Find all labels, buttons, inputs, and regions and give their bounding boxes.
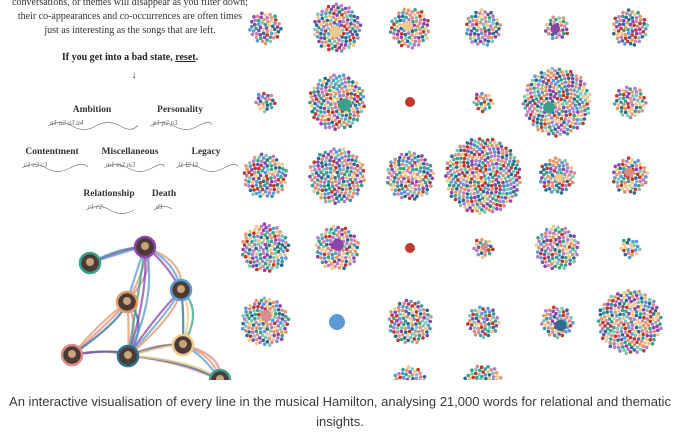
song-cluster[interactable] [444,137,522,215]
song-cluster[interactable] [522,67,592,138]
song-cluster[interactable] [248,12,283,46]
song-cluster[interactable] [466,306,501,340]
song-cluster[interactable] [243,153,288,199]
song-cluster[interactable] [405,243,415,253]
song-cluster[interactable] [544,15,569,40]
song-cluster[interactable] [308,147,366,205]
song-cluster[interactable] [597,289,663,355]
song-cluster[interactable] [241,296,290,346]
song-cluster[interactable] [405,97,415,107]
song-cluster[interactable] [329,314,345,330]
song-cluster[interactable] [388,299,433,345]
song-cluster[interactable] [472,92,494,113]
song-cluster[interactable] [462,365,503,380]
song-cluster[interactable] [540,306,575,340]
song-cluster[interactable] [241,222,290,272]
song-cluster[interactable] [315,225,360,271]
song-cluster[interactable] [612,156,649,194]
song-cluster[interactable] [386,150,435,200]
song-cluster[interactable] [308,73,366,131]
song-cluster[interactable] [313,2,362,52]
figure-caption: An interactive visualisation of every li… [0,392,680,432]
song-cluster[interactable] [619,238,641,259]
song-cluster[interactable] [535,225,580,271]
song-cluster[interactable] [465,8,502,46]
hamilton-visualization[interactable]: conversations, or themes will disappear … [0,0,680,380]
song-cluster[interactable] [612,8,649,46]
song-cluster[interactable] [254,92,276,113]
song-cluster[interactable] [472,238,494,259]
song-cluster[interactable] [389,8,430,50]
song-cluster-grid[interactable] [0,0,680,380]
song-cluster[interactable] [613,86,648,120]
song-cluster[interactable] [392,365,429,380]
song-cluster[interactable] [539,156,576,194]
